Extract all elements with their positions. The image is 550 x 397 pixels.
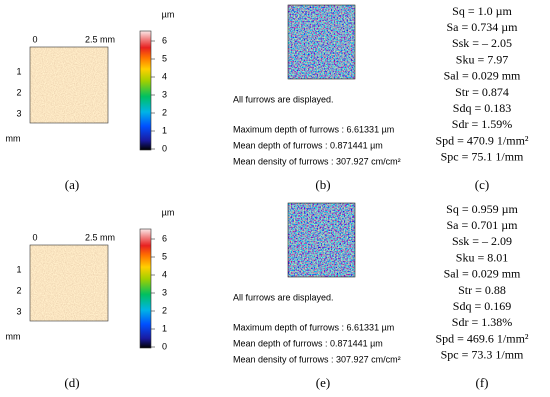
colorbar	[139, 228, 152, 349]
parameter: Sdq = 0.183	[453, 101, 511, 115]
parameter: Spc = 75.1 1/mm	[441, 150, 524, 164]
surface-map	[30, 47, 108, 123]
map-x-tick: 0	[32, 232, 37, 242]
caption: (d)	[64, 375, 79, 390]
map-y-tick: 1	[16, 66, 21, 76]
parameter: Sa = 0.734 µm	[446, 20, 518, 34]
caption: (b)	[315, 177, 330, 192]
furrow-stat: Maximum depth of furrows : 6.61331 µm	[233, 124, 394, 134]
map-x-tick: 2.5 mm	[85, 34, 115, 44]
caption: (a)	[65, 177, 79, 192]
parameter: Str = 0.88	[458, 283, 506, 297]
colorbar-tick-label: 3	[162, 89, 167, 99]
parameter: Spc = 73.3 1/mm	[441, 348, 524, 362]
parameter: Sdr = 1.59%	[452, 117, 512, 131]
map-y-tick: 3	[16, 306, 21, 316]
map-x-tick: 0	[32, 34, 37, 44]
parameter: Sdq = 0.169	[453, 299, 511, 313]
furrow-stat: Mean depth of furrows : 0.871441 µm	[233, 140, 383, 150]
surface-map	[30, 245, 108, 321]
parameter: Sq = 0.959 µm	[446, 202, 518, 216]
colorbar-tick-label: 4	[162, 71, 167, 81]
furrow-note: All furrows are displayed.	[233, 94, 334, 104]
furrow-stat: Mean density of furrows : 307.927 cm/cm²	[233, 156, 401, 166]
parameter: Sal = 0.029 mm	[444, 267, 521, 281]
map-frame	[29, 46, 109, 124]
furrow-map	[288, 203, 355, 277]
parameter: Sku = 7.97	[456, 52, 508, 66]
colorbar-tick-label: 2	[162, 107, 167, 117]
furrow-note: All furrows are displayed.	[233, 292, 334, 302]
furrow-stat: Mean density of furrows : 307.927 cm/cm²	[233, 354, 401, 364]
map-unit: mm	[6, 331, 21, 341]
colorbar	[139, 30, 152, 151]
caption: (f)	[476, 375, 489, 390]
parameter: Sq = 1.0 µm	[452, 4, 512, 18]
map-frame	[29, 244, 109, 322]
parameter: Sdr = 1.38%	[452, 315, 512, 329]
colorbar-tick-label: 6	[162, 35, 167, 45]
map-y-tick: 1	[16, 264, 21, 274]
colorbar-tick-label: 6	[162, 233, 167, 243]
parameter: Sa = 0.701 µm	[446, 218, 518, 232]
map-y-tick: 3	[16, 108, 21, 118]
colorbar-tick-label: 0	[162, 341, 167, 351]
colorbar-tick-label: 5	[162, 53, 167, 63]
colorbar-tick-label: 2	[162, 305, 167, 315]
furrow-stat: Mean depth of furrows : 0.871441 µm	[233, 338, 383, 348]
parameter: Ssk = – 2.09	[452, 234, 512, 248]
parameter: Ssk = – 2.05	[452, 36, 512, 50]
parameter: Spd = 470.9 1/mm²	[435, 133, 528, 147]
furrow-frame	[287, 202, 356, 278]
map-unit: mm	[6, 133, 21, 143]
colorbar-tick-label: 5	[162, 251, 167, 261]
colorbar-tick-label: 3	[162, 287, 167, 297]
furrow-stat: Maximum depth of furrows : 6.61331 µm	[233, 322, 394, 332]
map-y-tick: 2	[16, 285, 21, 295]
colorbar-tick-label: 4	[162, 269, 167, 279]
parameter: Spd = 469.6 1/mm²	[435, 331, 528, 345]
colorbar-tick-label: 0	[162, 143, 167, 153]
parameter: Str = 0.874	[455, 85, 509, 99]
parameter: Sal = 0.029 mm	[444, 69, 521, 83]
colorbar-tick-label: 1	[162, 323, 167, 333]
furrow-frame	[287, 4, 356, 80]
caption: (e)	[316, 375, 330, 390]
map-y-tick: 2	[16, 87, 21, 97]
caption: (c)	[475, 177, 489, 192]
map-x-tick: 2.5 mm	[85, 232, 115, 242]
colorbar-unit: µm	[162, 207, 175, 217]
parameter: Sku = 8.01	[456, 250, 508, 264]
colorbar-tick-label: 1	[162, 125, 167, 135]
colorbar-unit: µm	[162, 9, 175, 19]
furrow-map	[288, 5, 355, 79]
